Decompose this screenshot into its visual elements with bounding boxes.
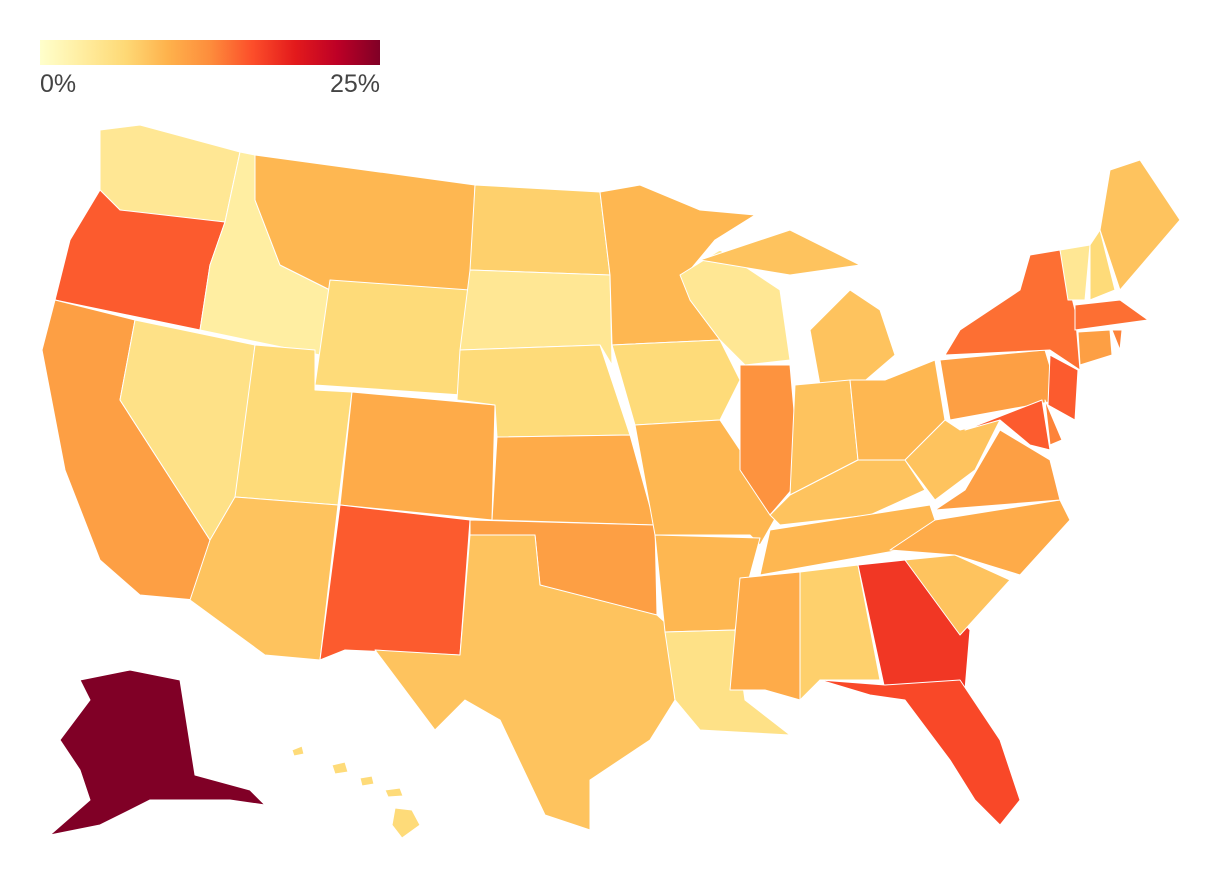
state [934, 429, 1061, 511]
state [857, 559, 971, 691]
state [799, 564, 881, 701]
state [491, 434, 656, 526]
state [339, 391, 496, 521]
state [314, 279, 471, 396]
state [374, 534, 676, 831]
state [319, 504, 471, 661]
states [41, 124, 1181, 839]
state [469, 184, 611, 276]
state [1059, 244, 1091, 301]
state [819, 679, 1021, 826]
state [944, 249, 1081, 371]
state [964, 399, 1051, 451]
state [1074, 299, 1149, 331]
state [739, 364, 801, 516]
legend-tick-label: 25% [330, 70, 380, 98]
legend-tick-label: 0% [40, 70, 76, 98]
state [459, 269, 613, 366]
state [1044, 399, 1063, 446]
state [1077, 329, 1113, 366]
state [1111, 329, 1123, 351]
state [1047, 354, 1079, 421]
state [1099, 159, 1181, 291]
state [889, 499, 1071, 576]
state [769, 459, 926, 526]
state [904, 554, 1011, 636]
state [99, 124, 241, 223]
state [611, 339, 741, 426]
state [189, 496, 339, 661]
state [291, 745, 421, 839]
state [729, 571, 801, 701]
state [49, 669, 266, 836]
color-bar [40, 40, 380, 65]
state [1089, 229, 1116, 301]
